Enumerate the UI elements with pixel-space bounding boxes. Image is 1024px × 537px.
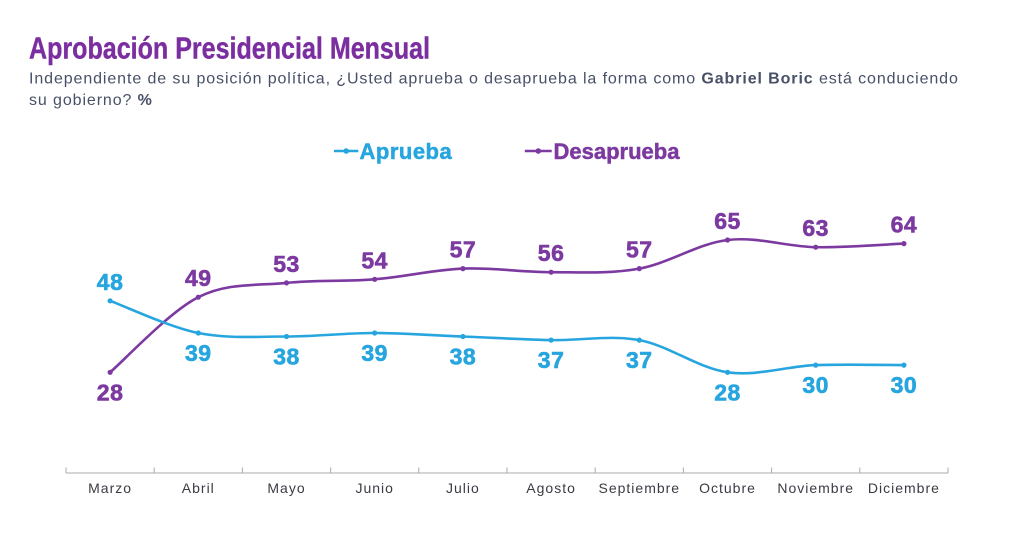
svg-text:37: 37 — [538, 347, 565, 373]
svg-text:65: 65 — [714, 208, 741, 234]
svg-text:su gobierno? %: su gobierno? % — [29, 92, 153, 109]
svg-text:Junio: Junio — [355, 480, 393, 496]
svg-text:39: 39 — [185, 340, 212, 366]
svg-text:64: 64 — [891, 212, 918, 238]
svg-text:57: 57 — [450, 237, 477, 263]
svg-text:Marzo: Marzo — [88, 480, 132, 496]
svg-text:Aprobación Presidencial Mensua: Aprobación Presidencial Mensual — [29, 31, 430, 65]
svg-text:Diciembre: Diciembre — [868, 480, 940, 496]
svg-text:Abril: Abril — [182, 480, 215, 496]
svg-text:56: 56 — [538, 240, 565, 266]
svg-text:Independiente de su posición p: Independiente de su posición política, ¿… — [29, 71, 959, 88]
svg-text:Agosto: Agosto — [526, 480, 576, 496]
svg-text:49: 49 — [185, 265, 212, 291]
svg-text:Octubre: Octubre — [699, 480, 756, 496]
svg-text:38: 38 — [273, 344, 300, 370]
svg-text:48: 48 — [97, 269, 124, 295]
svg-text:37: 37 — [626, 347, 653, 373]
svg-text:Mayo: Mayo — [267, 480, 305, 496]
svg-text:54: 54 — [361, 247, 388, 273]
svg-text:57: 57 — [626, 237, 653, 263]
svg-text:Septiembre: Septiembre — [599, 480, 681, 496]
svg-text:Julio: Julio — [446, 480, 480, 496]
svg-text:38: 38 — [450, 344, 477, 370]
svg-text:53: 53 — [273, 251, 300, 277]
svg-text:Aprueba: Aprueba — [360, 139, 453, 164]
svg-text:Desaprueba: Desaprueba — [554, 139, 681, 164]
svg-text:39: 39 — [361, 340, 388, 366]
svg-text:28: 28 — [97, 379, 124, 405]
svg-text:Noviembre: Noviembre — [777, 480, 854, 496]
svg-text:63: 63 — [802, 215, 829, 241]
svg-text:28: 28 — [714, 379, 741, 405]
svg-text:30: 30 — [802, 372, 829, 398]
svg-text:30: 30 — [891, 372, 918, 398]
